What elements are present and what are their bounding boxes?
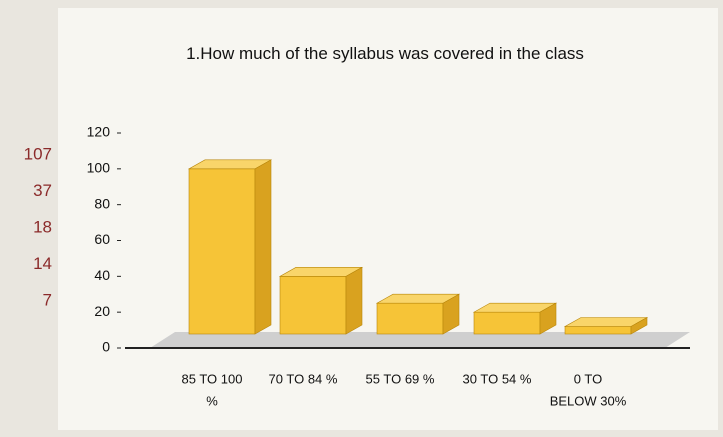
x-tick-label: % — [206, 393, 218, 408]
bar — [563, 316, 649, 335]
bar-front — [279, 276, 347, 335]
chart-title: 1.How much of the syllabus was covered i… — [186, 44, 584, 63]
x-tick-label: 0 TO — [574, 371, 602, 386]
bar-side — [345, 266, 363, 335]
side-label: 18 — [33, 217, 52, 236]
bar-front — [473, 311, 541, 335]
y-tick-label: 100 — [87, 160, 111, 176]
bar — [472, 302, 558, 335]
bar — [375, 293, 461, 335]
bar — [187, 159, 273, 335]
bar-side — [442, 293, 460, 335]
bar — [278, 266, 364, 335]
bar-front — [376, 302, 444, 335]
y-tick-label: 80 — [94, 195, 110, 211]
y-tick-label: 20 — [94, 303, 110, 319]
bar-side — [254, 159, 272, 335]
y-tick-label: 0 — [102, 339, 110, 355]
side-label: 37 — [33, 181, 52, 200]
y-tick-label: 40 — [94, 267, 110, 283]
x-tick-label: 55 TO 69 % — [366, 371, 435, 386]
side-label: 107 — [24, 144, 52, 163]
floor — [150, 332, 690, 348]
bar-front — [188, 168, 256, 335]
bar-side — [539, 302, 557, 335]
side-label: 7 — [43, 290, 52, 309]
y-tick-label: 120 — [87, 124, 111, 140]
side-label: 14 — [33, 254, 52, 273]
x-tick-label: 30 TO 54 % — [463, 371, 532, 386]
bar-front — [564, 326, 632, 335]
x-tick-label: 85 TO 100 — [182, 371, 243, 386]
x-tick-label: 70 TO 84 % — [269, 371, 338, 386]
x-tick-label: BELOW 30% — [550, 393, 627, 408]
bar-side — [630, 316, 648, 335]
chart-panel — [58, 8, 718, 430]
y-tick-label: 60 — [94, 231, 110, 247]
